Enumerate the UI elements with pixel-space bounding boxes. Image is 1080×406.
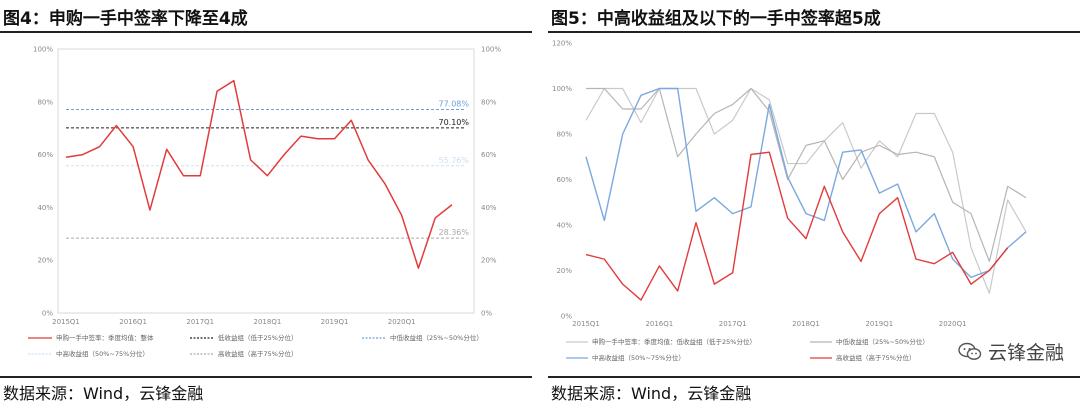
y-tick-label-right: 20% — [481, 257, 497, 265]
x-tick-label: 2020Q1 — [939, 320, 967, 328]
x-tick-label: 2015Q1 — [572, 320, 600, 328]
watermark: 云锋金融 — [958, 338, 1064, 365]
series-line-3 — [585, 151, 1009, 301]
y-tick-label: 40% — [556, 222, 572, 230]
plot-frame — [57, 48, 475, 314]
y-tick-label: 100% — [552, 85, 572, 93]
bottom-rule — [548, 376, 1080, 378]
data-source-note: 数据来源：Wind，云锋金融 — [3, 384, 204, 403]
right-figure-panel: 图5：中高收益组及以下的一手中签率超5成 0% 20% 40% 60% 80% 100% 1… — [548, 0, 1080, 406]
reference-line-label: 28.36% — [438, 228, 469, 237]
y-tick-label-right: 40% — [481, 204, 497, 212]
bottom-rule — [0, 376, 532, 378]
legend-label: 申购一手中签率：季度均值：整体 — [56, 333, 154, 342]
y-tick-label-left: 0% — [42, 310, 53, 318]
reference-line-label: 55.76% — [438, 156, 469, 165]
legend-label: 高收益组（高于75%分位） — [836, 353, 915, 362]
y-tick-label-right: 100% — [481, 46, 501, 54]
y-tick-label-right: 80% — [481, 98, 497, 106]
y-tick-label: 0% — [561, 313, 572, 321]
data-source-note: 数据来源：Wind，云锋金融 — [551, 384, 752, 403]
y-tick-label-left: 60% — [37, 151, 53, 159]
y-tick-label: 20% — [556, 267, 572, 275]
x-tick-label: 2020Q1 — [388, 318, 416, 326]
y-tick-label-left: 80% — [37, 98, 53, 106]
series-line-2 — [585, 87, 1027, 279]
y-tick-label-left: 100% — [33, 46, 53, 54]
right-chart: 0% 20% 40% 60% 80% 100% 120% 2015Q1 2016Q1 2017Q1… — [552, 40, 1027, 362]
reference-line-label: 70.10% — [438, 118, 469, 127]
legend-label: 中低收益组（25%~50%分位） — [836, 337, 929, 346]
y-tick-label-right: 0% — [481, 310, 492, 318]
figure-4-title: 图4：申购一手中签率下降至4成 — [3, 9, 248, 29]
legend-label: 低收益组（低于25%分位） — [218, 333, 297, 342]
figure-5-title: 图5：中高收益组及以下的一手中签率超5成 — [551, 9, 881, 29]
y-tick-label-left: 40% — [37, 204, 53, 212]
wechat-icon — [958, 342, 982, 360]
y-tick-label-left: 20% — [37, 257, 53, 265]
y-tick-label-right: 60% — [481, 151, 497, 159]
x-tick-label: 2018Q1 — [792, 320, 820, 328]
x-tick-label: 2019Q1 — [321, 318, 349, 326]
series-line-0 — [585, 87, 1027, 294]
watermark-text: 云锋金融 — [987, 342, 1064, 364]
x-tick-label: 2019Q1 — [865, 320, 893, 328]
series-line-1 — [586, 87, 1027, 262]
legend-label: 中高收益组（50%~75%分位） — [56, 349, 149, 358]
y-tick-label: 80% — [556, 131, 572, 139]
x-tick-label: 2018Q1 — [254, 318, 282, 326]
top-rule — [0, 31, 532, 33]
y-tick-label: 120% — [552, 40, 572, 48]
x-tick-label: 2017Q1 — [719, 320, 747, 328]
y-tick-label: 60% — [556, 176, 572, 184]
left-figure-panel: 图4：申购一手中签率下降至4成 0% 0% 20% 20% 40% 40% 60% 60% 80… — [0, 0, 532, 406]
legend-label: 高收益组（高于75%分位） — [218, 349, 297, 358]
top-rule — [548, 31, 1080, 33]
legend-label: 中高收益组（50%~75%分位） — [592, 353, 685, 362]
series-line-overall — [65, 79, 453, 269]
x-tick-label: 2015Q1 — [52, 318, 80, 326]
left-chart: 0% 0% 20% 20% 40% 40% 60% 60% 80% 80% 100% 100% 2015… — [28, 46, 501, 358]
legend-label: 中低收益组（25%~50%分位） — [390, 333, 483, 342]
reference-line-label: 77.08% — [438, 100, 469, 109]
x-tick-label: 2016Q1 — [645, 320, 673, 328]
x-tick-label: 2016Q1 — [119, 318, 147, 326]
x-tick-label: 2017Q1 — [186, 318, 214, 326]
legend-label: 申购一手中签率：季度均值：低收益组（低于25%分位） — [592, 337, 756, 346]
